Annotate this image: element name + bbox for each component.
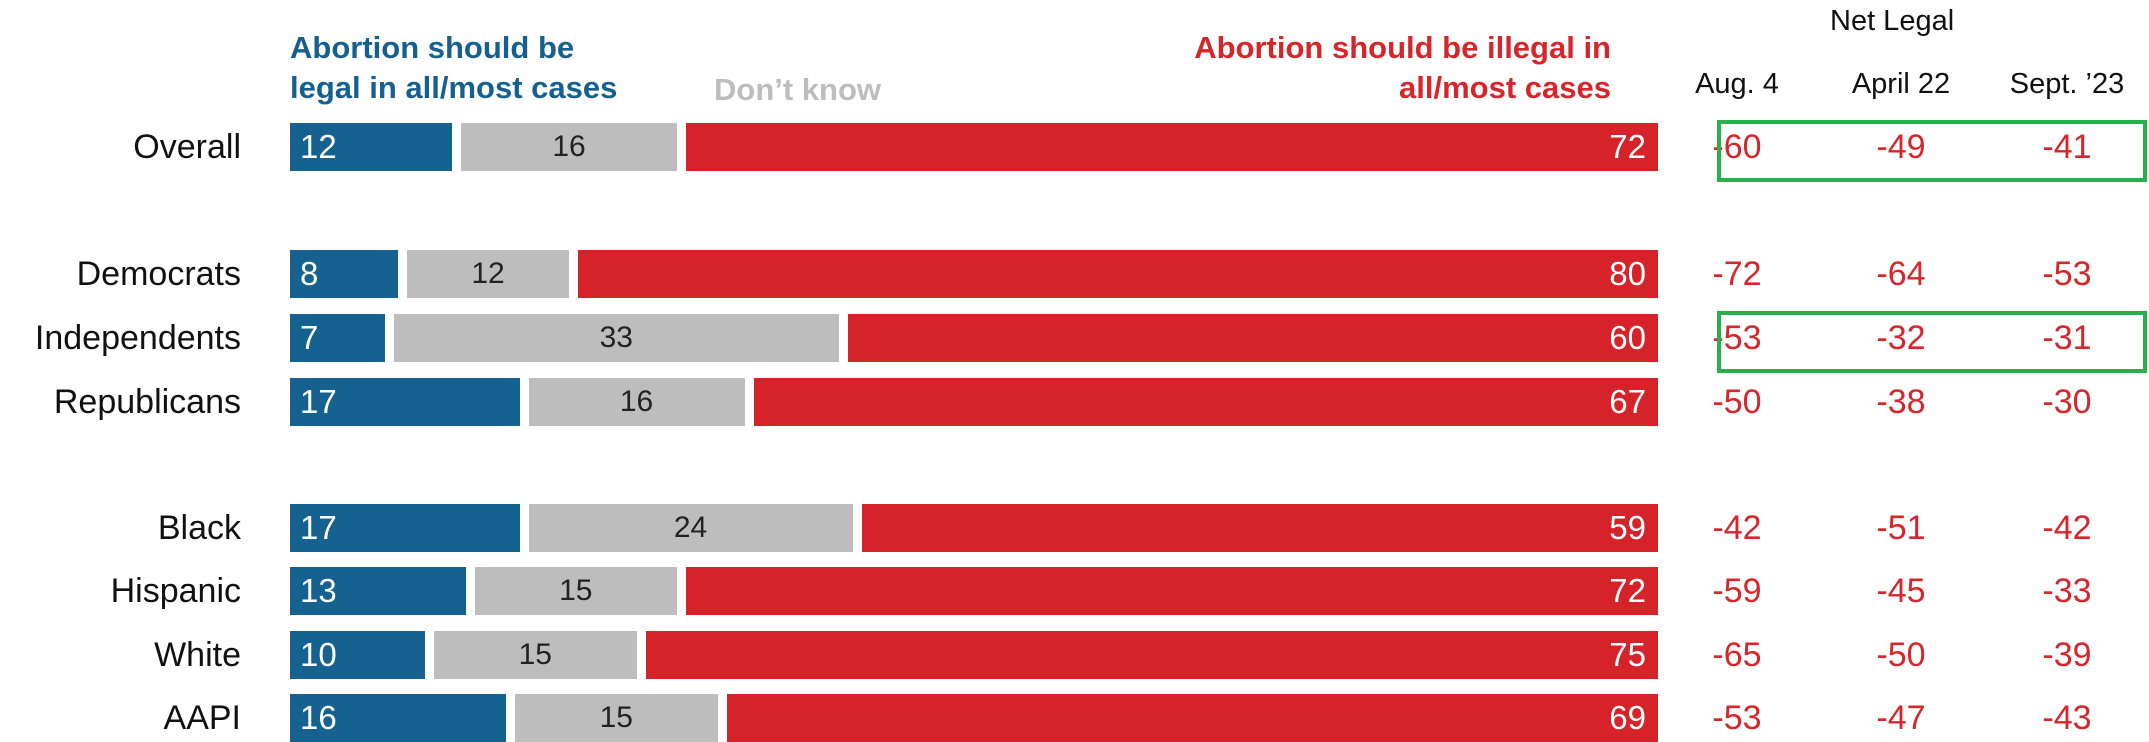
row-label-democrats: Democrats (76, 255, 241, 293)
legend-dont-know: Don’t know (714, 72, 882, 107)
net-legal-value-democrats-1: -64 (1876, 255, 1926, 293)
net-legal-value-white-1: -50 (1876, 636, 1926, 674)
bar-segment-legal-aapi: 16 (290, 694, 506, 742)
bar-segment-illegal-hispanic: 72 (686, 567, 1658, 615)
net-legal-value-democrats-2: -53 (2042, 255, 2092, 293)
bar-segment-dont-know-overall: 16 (461, 123, 677, 171)
bar-segment-legal-hispanic: 13 (290, 567, 466, 615)
row-label-black: Black (157, 509, 241, 547)
row-label-hispanic: Hispanic (110, 572, 241, 610)
net-legal-value-aapi-1: -47 (1876, 699, 1926, 737)
bar-segment-dont-know-democrats: 12 (407, 250, 569, 298)
bar-segment-illegal-independents: 60 (848, 314, 1658, 362)
row-label-aapi: AAPI (163, 699, 241, 737)
net-legal-value-democrats-0: -72 (1712, 255, 1762, 293)
legend-illegal: Abortion should be illegal in all/most c… (1194, 28, 1611, 108)
bar-segment-illegal-republicans: 67 (753, 378, 1658, 426)
net-legal-value-overall-1: -49 (1876, 128, 1926, 166)
net-legal-value-hispanic-0: -59 (1712, 572, 1762, 610)
net-legal-value-black-2: -42 (2042, 509, 2092, 547)
highlight-box-overall (1717, 120, 2147, 182)
bar-segment-dont-know-aapi: 15 (515, 694, 718, 742)
net-legal-value-hispanic-2: -33 (2042, 572, 2092, 610)
net-legal-value-overall-2: -41 (2042, 128, 2092, 166)
legend-illegal-line2: all/most cases (1399, 70, 1611, 105)
net-legal-value-republicans-2: -30 (2042, 383, 2092, 421)
row-label-overall: Overall (133, 128, 241, 166)
net-legal-value-black-1: -51 (1876, 509, 1926, 547)
net-col-header-april: April 22 (1851, 68, 1951, 100)
net-legal-value-republicans-0: -50 (1712, 383, 1762, 421)
bar-segment-legal-overall: 12 (290, 123, 452, 171)
bar-segment-illegal-overall: 72 (686, 123, 1658, 171)
net-legal-value-hispanic-1: -45 (1876, 572, 1926, 610)
net-legal-title: Net Legal (1830, 5, 1955, 37)
bar-segment-legal-white: 10 (290, 631, 425, 679)
net-col-header-aug: Aug. 4 (1695, 68, 1779, 100)
net-legal-value-white-0: -65 (1712, 636, 1762, 674)
legend-legal-line2: legal in all/most cases (290, 70, 618, 105)
net-legal-value-aapi-2: -43 (2042, 699, 2092, 737)
bar-segment-legal-democrats: 8 (290, 250, 398, 298)
bar-segment-legal-republicans: 17 (290, 378, 520, 426)
legend-legal: Abortion should be legal in all/most cas… (290, 28, 617, 108)
row-label-independents: Independents (34, 319, 241, 357)
legend-legal-line1: Abortion should be (290, 30, 575, 65)
row-label-republicans: Republicans (53, 383, 241, 421)
highlight-box-independents (1717, 311, 2147, 373)
legend-illegal-line1: Abortion should be illegal in (1194, 30, 1611, 65)
bar-segment-illegal-white: 75 (645, 631, 1658, 679)
bar-segment-dont-know-independents: 33 (393, 314, 839, 362)
bar-segment-dont-know-white: 15 (434, 631, 637, 679)
bar-segment-dont-know-hispanic: 15 (474, 567, 677, 615)
bar-segment-dont-know-republicans: 16 (528, 378, 745, 426)
bar-segment-legal-black: 17 (290, 504, 520, 552)
bar-segment-illegal-black: 59 (861, 504, 1658, 552)
bar-segment-dont-know-black: 24 (528, 504, 853, 552)
net-legal-value-white-2: -39 (2042, 636, 2092, 674)
net-legal-value-republicans-1: -38 (1876, 383, 1926, 421)
net-col-header-sept: Sept. ’23 (2009, 68, 2125, 100)
bar-segment-legal-independents: 7 (290, 314, 385, 362)
bar-segment-illegal-aapi: 69 (726, 694, 1658, 742)
net-legal-value-black-0: -42 (1712, 509, 1762, 547)
row-label-white: White (154, 636, 241, 674)
net-legal-value-aapi-0: -53 (1712, 699, 1762, 737)
chart-stage: Abortion should be legal in all/most cas… (34, 5, 2147, 742)
bar-segment-illegal-democrats: 80 (578, 250, 1658, 298)
net-legal-value-independents-1: -32 (1876, 319, 1926, 357)
net-legal-value-independents-2: -31 (2042, 319, 2092, 357)
